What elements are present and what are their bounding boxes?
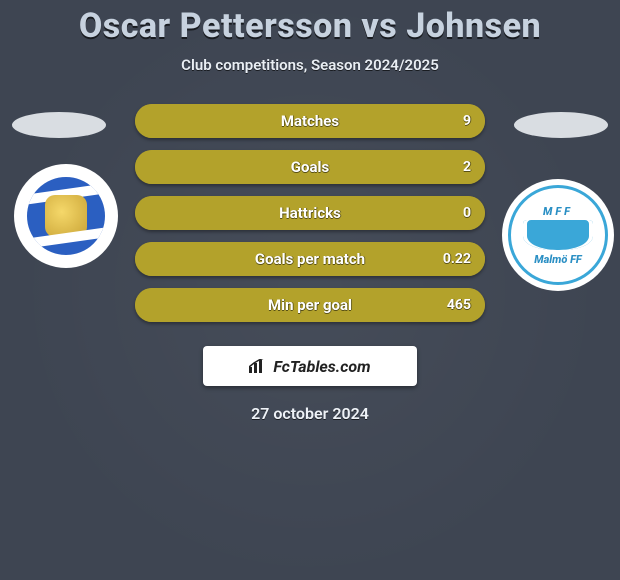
stat-right-value: 0 (463, 205, 471, 221)
brand-badge: FcTables.com (203, 346, 417, 386)
mff-crest-top: MFF (543, 205, 573, 218)
player-right-cap (514, 112, 608, 138)
page-title: Oscar Pettersson vs Johnsen (0, 0, 620, 46)
stat-label: Goals (291, 158, 329, 176)
stat-row: 0.22 Goals per match (135, 242, 485, 276)
stat-row: 2 Goals (135, 150, 485, 184)
mff-crest-text: Malmö FF (534, 253, 582, 266)
team-left-crest (14, 164, 118, 268)
player-left-cap (12, 112, 106, 138)
stat-row: 9 Matches (135, 104, 485, 138)
brand-text: FcTables.com (273, 357, 370, 376)
stat-right-value: 0.22 (443, 251, 471, 267)
mff-crest-icon: MFF Malmö FF (508, 185, 608, 285)
stat-row: 0 Hattricks (135, 196, 485, 230)
stat-right-value: 2 (463, 159, 471, 175)
date-label: 27 october 2024 (0, 404, 620, 423)
stat-label: Goals per match (255, 250, 365, 268)
stat-row: 465 Min per goal (135, 288, 485, 322)
subtitle: Club competitions, Season 2024/2025 (0, 56, 620, 74)
comparison-arena: MFF Malmö FF 9 Matches 2 Goals 0 Hattricks 0.2… (0, 104, 620, 334)
stat-label: Hattricks (279, 204, 341, 222)
stat-right-value: 9 (463, 113, 471, 129)
ifk-crest-icon (21, 171, 111, 261)
team-right-crest: MFF Malmö FF (502, 179, 614, 291)
stat-label: Min per goal (268, 296, 352, 314)
stat-right-value: 465 (447, 297, 471, 313)
stat-rows: 9 Matches 2 Goals 0 Hattricks 0.22 Goals per ma… (135, 104, 485, 334)
stat-label: Matches (281, 112, 339, 130)
bars-icon (249, 359, 267, 373)
